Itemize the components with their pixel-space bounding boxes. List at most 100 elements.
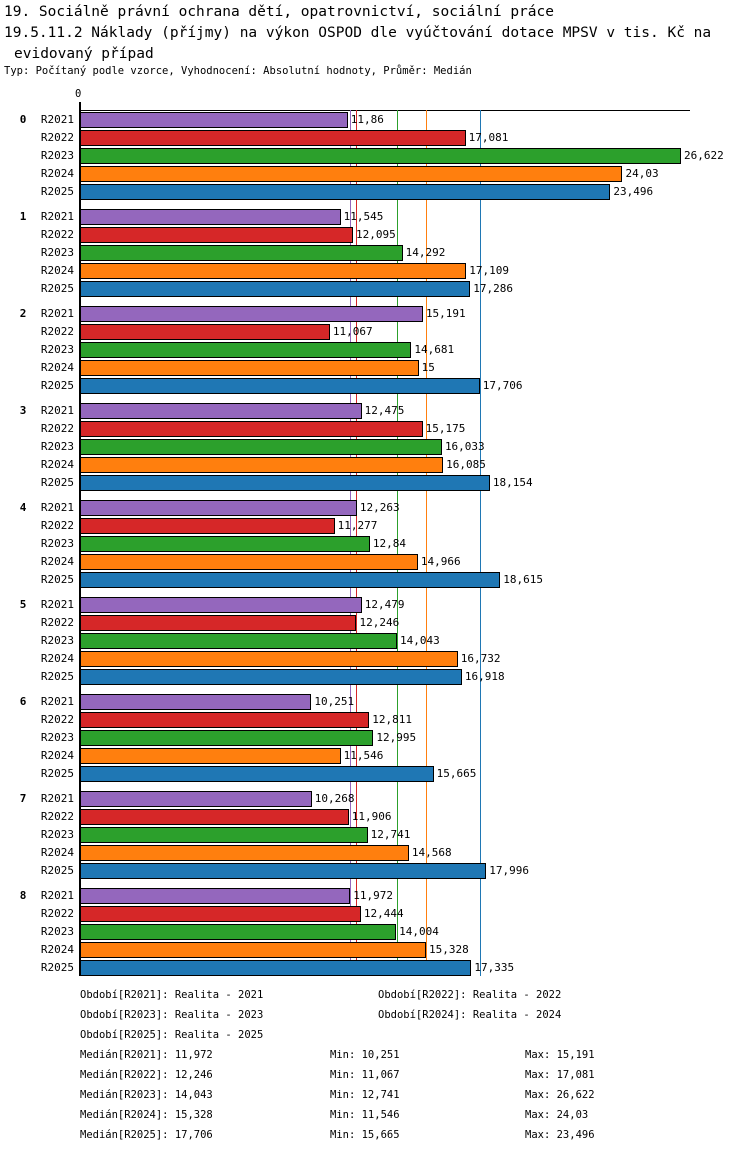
- max-value: Max: 24,03: [525, 1109, 589, 1121]
- bar-row: R2022 12,246: [0, 614, 750, 632]
- bar-r2025[interactable]: [80, 572, 501, 588]
- bar-r2022[interactable]: [80, 130, 466, 146]
- bar-row-label-r2025: R2025: [40, 573, 74, 586]
- bar-r2021[interactable]: [80, 403, 362, 419]
- bar-row: R2023 12,84: [0, 535, 750, 553]
- statistics-row: Medián[R2025]: 17,706 Min: 15,665 Max: 23,…: [0, 1128, 750, 1148]
- bar-row-label-r2024: R2024: [40, 264, 74, 277]
- bar-group: 7 R2021 10,268 R2022 11,906 R2023 12,741 R2024 1…: [0, 790, 750, 880]
- bar-row: R2023 14,292: [0, 244, 750, 262]
- bar-r2024[interactable]: [80, 651, 458, 667]
- bar-value-label: 23,496: [613, 185, 654, 198]
- bar-r2021[interactable]: [80, 209, 341, 225]
- bar-value-label: 26,622: [684, 149, 724, 162]
- bar-row-label-r2021: R2021: [40, 113, 74, 126]
- bar-value-label: 12,475: [364, 404, 405, 417]
- title-line-3: evidovaný případ: [14, 46, 154, 62]
- legend-row: Období[R2025]: Realita - 2025: [0, 1028, 750, 1048]
- bar-row: R2021 10,251: [0, 693, 750, 711]
- bar-row-label-r2024: R2024: [40, 943, 74, 956]
- bar-value-label: 17,109: [469, 264, 509, 277]
- bar-value-label: 12,84: [372, 537, 406, 550]
- bar-r2023[interactable]: [80, 439, 442, 455]
- bar-row: R2025 15,665: [0, 765, 750, 783]
- bar-r2024[interactable]: [80, 457, 444, 473]
- bar-r2025[interactable]: [80, 669, 462, 685]
- bar-row-label-r2025: R2025: [40, 379, 74, 392]
- bar-row: R2023 14,004: [0, 923, 750, 941]
- legend-entry: Období[R2025]: Realita - 2025: [80, 1029, 264, 1041]
- bar-row-label-r2023: R2023: [40, 149, 74, 162]
- bar-r2021[interactable]: [80, 694, 312, 710]
- bar-r2021[interactable]: [80, 791, 312, 807]
- bar-row: R2024 14,966: [0, 553, 750, 571]
- bar-row-label-r2022: R2022: [40, 422, 74, 435]
- bar-r2024[interactable]: [80, 845, 409, 861]
- bar-row: R2021 11,972: [0, 887, 750, 905]
- bar-r2023[interactable]: [80, 536, 370, 552]
- bar-r2023[interactable]: [80, 633, 398, 649]
- bar-r2021[interactable]: [80, 306, 423, 322]
- bar-value-label: 12,995: [376, 731, 417, 744]
- bar-r2023[interactable]: [80, 245, 403, 261]
- bar-value-label: 15,328: [429, 943, 469, 956]
- bar-r2022[interactable]: [80, 712, 370, 728]
- bar-r2024[interactable]: [80, 360, 419, 376]
- bar-r2025[interactable]: [80, 281, 471, 297]
- bar-r2024[interactable]: [80, 748, 341, 764]
- bar-value-label: 11,906: [351, 810, 392, 823]
- bar-r2025[interactable]: [80, 184, 611, 200]
- bar-row: R2022 12,095: [0, 226, 750, 244]
- bar-row-label-r2025: R2025: [40, 864, 74, 877]
- bar-row-label-r2021: R2021: [40, 889, 74, 902]
- bar-r2024[interactable]: [80, 166, 623, 182]
- page-title: 19. Sociálně právní ochrana dětí, opatro…: [4, 2, 746, 65]
- bar-value-label: 17,286: [473, 282, 513, 295]
- max-value: Max: 26,622: [525, 1089, 595, 1101]
- bar-r2024[interactable]: [80, 554, 418, 570]
- bar-r2022[interactable]: [80, 227, 354, 243]
- bar-group: 4 R2021 12,263 R2022 11,277 R2023 12,84 R2024 14…: [0, 499, 750, 589]
- bar-row: R2023 16,033: [0, 438, 750, 456]
- bar-r2023[interactable]: [80, 148, 681, 164]
- bar-r2024[interactable]: [80, 263, 467, 279]
- bar-r2023[interactable]: [80, 342, 412, 358]
- bar-r2025[interactable]: [80, 766, 434, 782]
- bar-r2021[interactable]: [80, 500, 357, 516]
- max-value: Max: 15,191: [525, 1049, 595, 1061]
- bar-row: R2024 14,568: [0, 844, 750, 862]
- min-value: Min: 11,067: [330, 1069, 400, 1081]
- bar-r2023[interactable]: [80, 924, 397, 940]
- bar-group: 2 R2021 15,191 R2022 11,067 R2023 14,681 R2024 1…: [0, 305, 750, 395]
- bar-row-label-r2024: R2024: [40, 846, 74, 859]
- bar-r2023[interactable]: [80, 827, 368, 843]
- group-index-label: 8: [19, 889, 27, 902]
- bar-r2024[interactable]: [80, 942, 427, 958]
- min-value: Min: 15,665: [330, 1129, 400, 1141]
- legend-row: Období[R2023]: Realita - 2023 Období[R202…: [0, 1008, 750, 1028]
- bar-r2025[interactable]: [80, 960, 472, 976]
- bar-r2022[interactable]: [80, 809, 349, 825]
- bar-r2025[interactable]: [80, 863, 487, 879]
- max-value: Max: 17,081: [525, 1069, 595, 1081]
- bar-row: R2025 18,615: [0, 571, 750, 589]
- bar-r2021[interactable]: [80, 597, 362, 613]
- bar-r2021[interactable]: [80, 888, 351, 904]
- median-value: Medián[R2022]: 12,246: [80, 1069, 213, 1081]
- bar-r2023[interactable]: [80, 730, 374, 746]
- bar-value-label: 15: [421, 361, 435, 374]
- bar-value-label: 11,972: [353, 889, 394, 902]
- group-index-label: 7: [19, 792, 27, 805]
- median-line-r2023: [397, 110, 399, 976]
- bar-r2022[interactable]: [80, 421, 423, 437]
- bar-r2022[interactable]: [80, 518, 335, 534]
- bar-r2025[interactable]: [80, 475, 490, 491]
- bar-r2022[interactable]: [80, 615, 357, 631]
- bar-r2022[interactable]: [80, 906, 361, 922]
- bar-chart: 0 0 R2021 11,86 R2022 17,081 R2023 26,622 R2024…: [0, 88, 750, 982]
- bar-row-label-r2025: R2025: [40, 767, 74, 780]
- bar-r2022[interactable]: [80, 324, 330, 340]
- bar-r2021[interactable]: [80, 112, 348, 128]
- bar-row-label-r2022: R2022: [40, 228, 74, 241]
- bar-r2025[interactable]: [80, 378, 480, 394]
